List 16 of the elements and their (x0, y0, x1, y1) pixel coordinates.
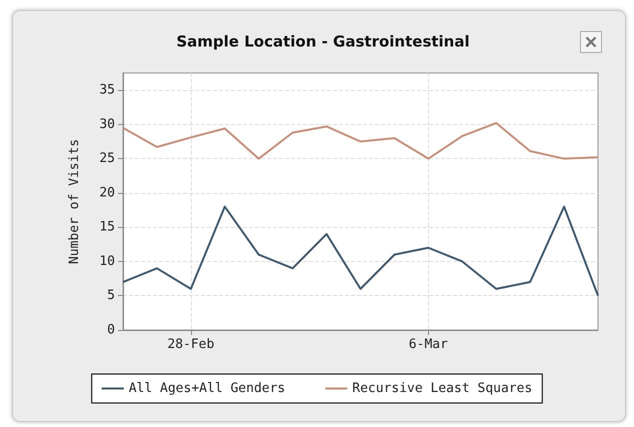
y-tick-label: 15 (99, 220, 115, 235)
y-tick-label: 30 (99, 116, 115, 132)
y-tick-label: 25 (99, 151, 115, 166)
y-tick-label: 10 (99, 254, 115, 269)
x-tick-label: 6-Mar (408, 337, 448, 352)
legend-label: Recursive Least Squares (352, 381, 532, 396)
y-tick-label: 5 (107, 288, 115, 304)
y-axis-title: Number of Visits (67, 138, 82, 264)
x-tick-label: 28-Feb (167, 337, 215, 352)
line-series (122, 122, 599, 160)
legend-label: All Ages+All Genders (128, 381, 286, 396)
line-series (122, 206, 599, 297)
chart-title: Sample Location - Gastrointestinal (176, 32, 470, 50)
y-tick-label: 0 (107, 322, 115, 338)
y-tick-label: 20 (99, 185, 115, 200)
y-tick-label: 35 (99, 82, 115, 98)
